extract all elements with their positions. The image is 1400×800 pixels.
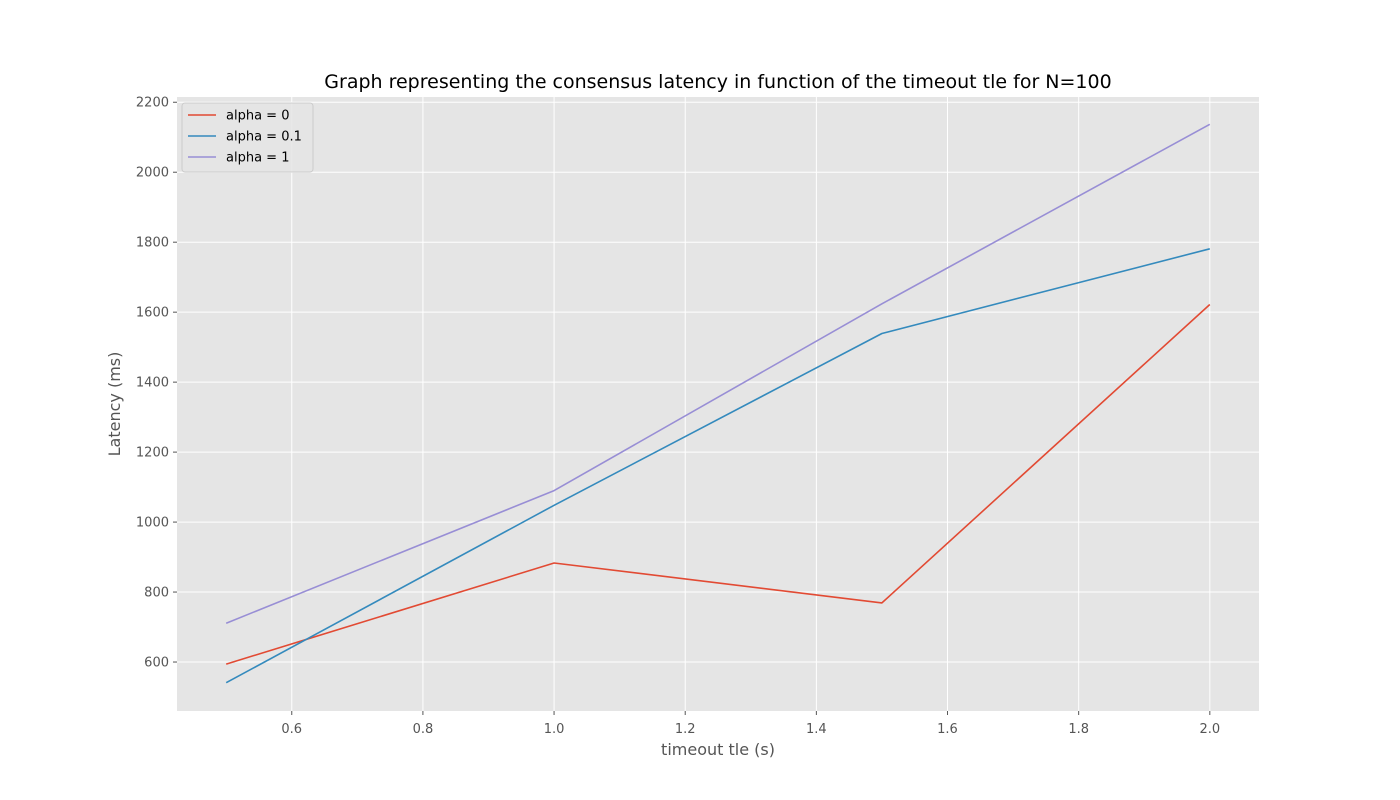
series-lines bbox=[225, 123, 1211, 684]
chart-title: Graph representing the consensus latency… bbox=[324, 71, 1111, 93]
grid-lines bbox=[177, 97, 1259, 711]
y-tick-label: 600 bbox=[144, 656, 169, 671]
y-tick-label: 2000 bbox=[136, 166, 169, 181]
y-axis-label: Latency (ms) bbox=[105, 352, 124, 457]
x-tick-label: 2.0 bbox=[1199, 722, 1220, 737]
x-tick-label: 1.0 bbox=[544, 722, 565, 737]
series-line-1 bbox=[225, 248, 1211, 684]
y-tick-label: 1200 bbox=[136, 446, 169, 461]
legend-box bbox=[181, 102, 314, 173]
x-tick-label: 1.2 bbox=[675, 722, 696, 737]
x-tick-label: 0.6 bbox=[281, 722, 302, 737]
x-axis-label: timeout tle (s) bbox=[661, 740, 775, 759]
x-tick-label: 1.6 bbox=[937, 722, 958, 737]
legend-label: alpha = 0 bbox=[226, 109, 289, 124]
series-line-0 bbox=[225, 303, 1211, 665]
legend-label: alpha = 0.1 bbox=[226, 130, 302, 145]
y-tick-label: 2200 bbox=[136, 96, 169, 111]
legend: alpha = 0 alpha = 0.1 alpha = 1 bbox=[181, 102, 314, 173]
x-tick-label: 0.8 bbox=[413, 722, 434, 737]
x-axis-ticks: 0.6 0.8 1.0 1.2 1.4 1.6 1.8 2.0 bbox=[281, 711, 1220, 737]
x-tick-label: 1.4 bbox=[806, 722, 827, 737]
legend-label: alpha = 1 bbox=[226, 151, 289, 166]
plot-area bbox=[177, 97, 1259, 711]
y-tick-label: 1800 bbox=[136, 236, 169, 251]
y-tick-label: 1400 bbox=[136, 376, 169, 391]
y-axis-ticks: 600 800 1000 1200 1400 1600 1800 2000 2200 bbox=[136, 96, 177, 671]
y-tick-label: 1000 bbox=[136, 516, 169, 531]
series-line-2 bbox=[225, 123, 1211, 624]
x-tick-label: 1.8 bbox=[1068, 722, 1089, 737]
y-tick-label: 1600 bbox=[136, 306, 169, 321]
y-tick-label: 800 bbox=[144, 586, 169, 601]
